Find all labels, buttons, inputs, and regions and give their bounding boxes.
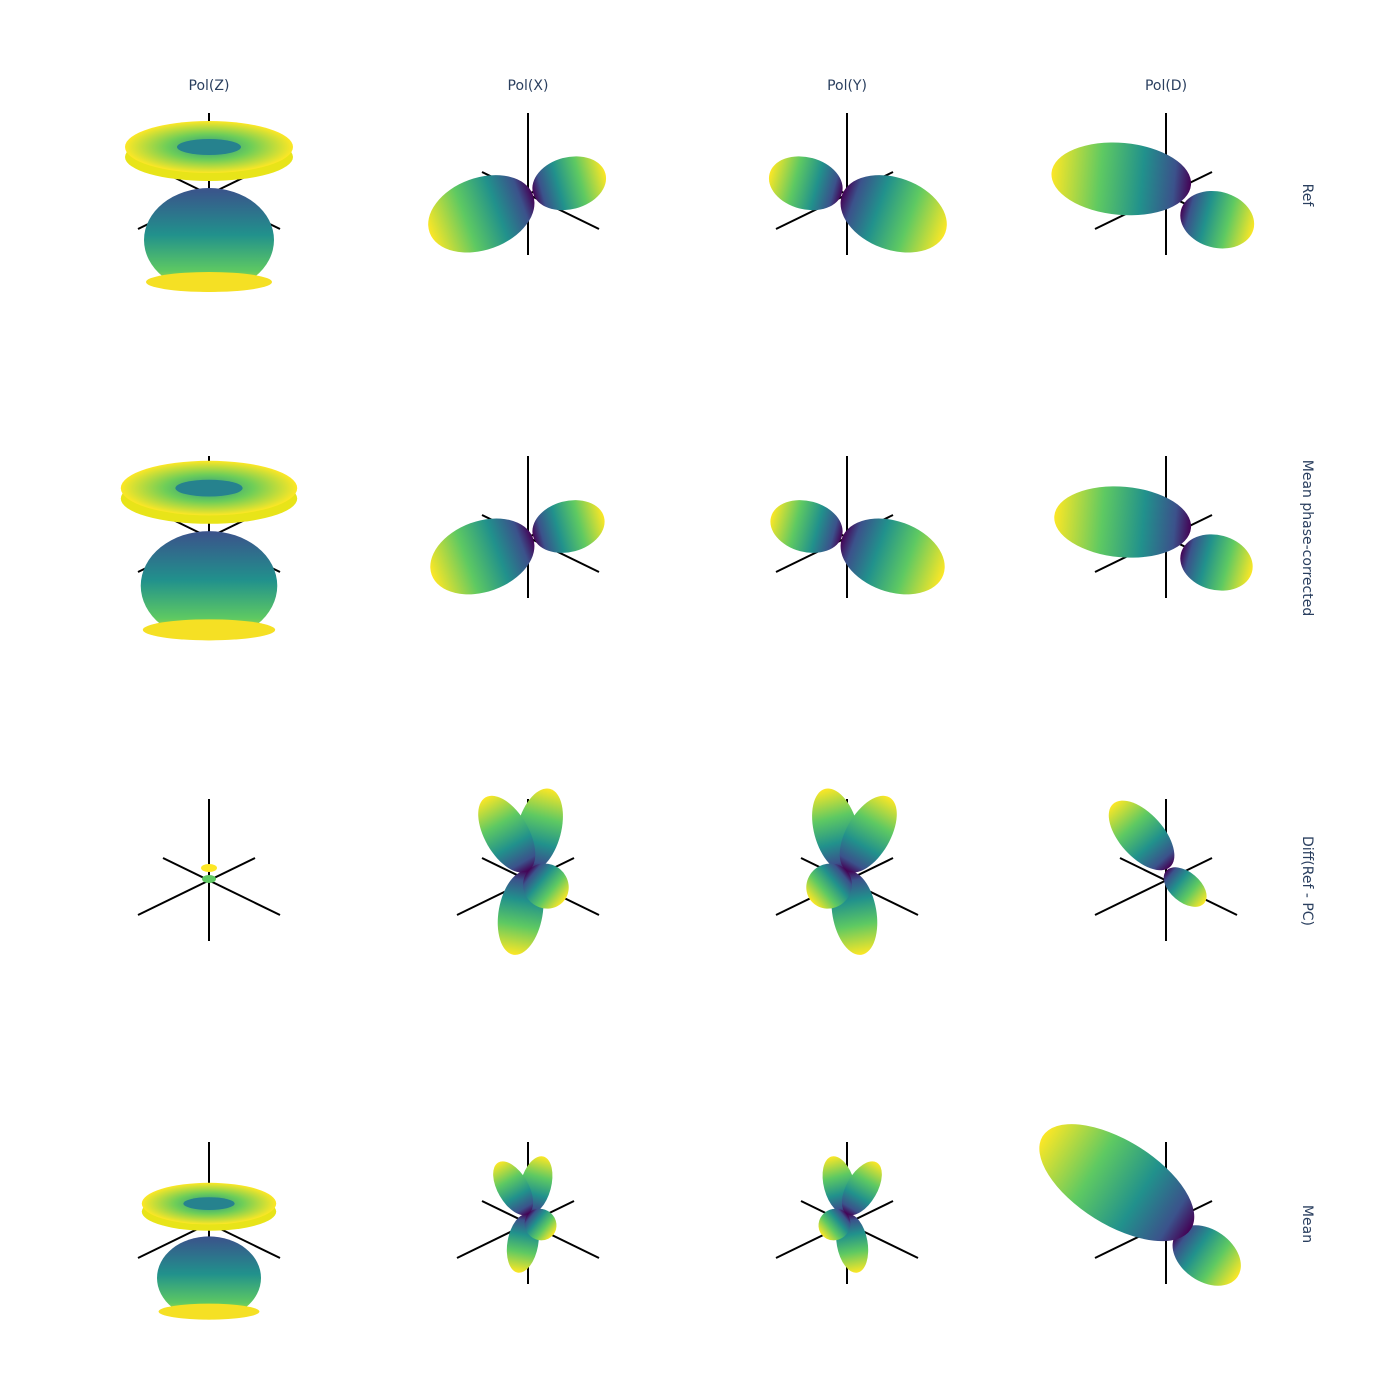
back-lobe bbox=[1180, 190, 1255, 249]
subplot-mean-phase-corrected-pol-y- bbox=[770, 456, 945, 598]
clover-lobe-2 bbox=[839, 795, 897, 873]
lower-lobe bbox=[144, 188, 274, 292]
torus-surface bbox=[120, 460, 298, 641]
main-lobe bbox=[1108, 800, 1175, 871]
lower-lobe-rim bbox=[142, 619, 276, 641]
front-lobe bbox=[1051, 142, 1192, 216]
tiny-lower-lobe bbox=[202, 875, 216, 883]
large-lobe bbox=[840, 175, 947, 253]
subplot-ref-pol-z- bbox=[125, 113, 293, 292]
torus-surface bbox=[125, 121, 293, 292]
column-title-pol-x: Pol(X) bbox=[507, 78, 549, 94]
lower-lobe-rim bbox=[158, 1303, 260, 1320]
minor-lobe bbox=[1163, 867, 1207, 907]
small-lobe bbox=[532, 500, 605, 553]
subplot-diff-ref-pc--pol-y- bbox=[775, 788, 919, 955]
column-title-pol-y: Pol(Y) bbox=[827, 78, 867, 94]
lower-lobe bbox=[157, 1236, 261, 1320]
column-title-pol-z: Pol(Z) bbox=[188, 78, 230, 94]
subplot-mean-phase-corrected-pol-x- bbox=[430, 456, 605, 598]
subplot-mean-pol-x- bbox=[456, 1142, 600, 1284]
small-lobe bbox=[768, 156, 843, 211]
torus-surface bbox=[141, 1182, 277, 1320]
clover-lobe-2 bbox=[841, 1161, 882, 1216]
large-lobe bbox=[430, 518, 535, 595]
column-title-pol-d: Pol(D) bbox=[1144, 78, 1188, 94]
clover-lobe-4 bbox=[523, 863, 569, 909]
clover-lobe-4 bbox=[524, 1208, 557, 1241]
small-lobe bbox=[770, 500, 843, 553]
subplot-mean-pol-y- bbox=[775, 1142, 919, 1284]
subplot-mean-pol-z- bbox=[137, 1142, 281, 1320]
back-lobe bbox=[1172, 1225, 1241, 1286]
torus-hole bbox=[183, 1197, 235, 1210]
clover-lobe-4 bbox=[818, 1208, 851, 1241]
large-lobe bbox=[428, 175, 535, 253]
back-lobe bbox=[1180, 534, 1253, 591]
x-axis-line bbox=[1094, 857, 1213, 916]
small-lobe bbox=[532, 156, 607, 211]
subplot-ref-pol-x- bbox=[428, 113, 607, 255]
subplot-diff-ref-pc--pol-x- bbox=[456, 788, 600, 955]
clover-lobe-4 bbox=[806, 863, 852, 909]
subplot-mean-phase-corrected-pol-z- bbox=[120, 456, 298, 641]
lower-lobe-rim bbox=[146, 272, 272, 292]
clover-lobe-2 bbox=[493, 1161, 534, 1216]
lower-lobe bbox=[140, 531, 278, 641]
torus-hole bbox=[177, 139, 241, 155]
subplot-ref-pol-d- bbox=[1051, 113, 1255, 255]
x-axis-line bbox=[137, 857, 256, 916]
subplot-diff-ref-pc--pol-d- bbox=[1094, 799, 1238, 941]
front-lobe bbox=[1039, 1124, 1195, 1242]
subplot-mean-phase-corrected-pol-d- bbox=[1054, 456, 1253, 598]
torus-hole bbox=[175, 479, 243, 497]
clover-lobe-2 bbox=[478, 795, 536, 873]
subplot-ref-pol-y- bbox=[768, 113, 947, 255]
y-axis-line bbox=[162, 857, 281, 916]
subplot-mean-pol-d- bbox=[1039, 1124, 1241, 1286]
front-lobe bbox=[1054, 486, 1192, 558]
subplot-diff-ref-pc--pol-z- bbox=[137, 799, 281, 941]
large-lobe bbox=[840, 518, 945, 595]
tiny-upper-lobe bbox=[201, 864, 217, 872]
